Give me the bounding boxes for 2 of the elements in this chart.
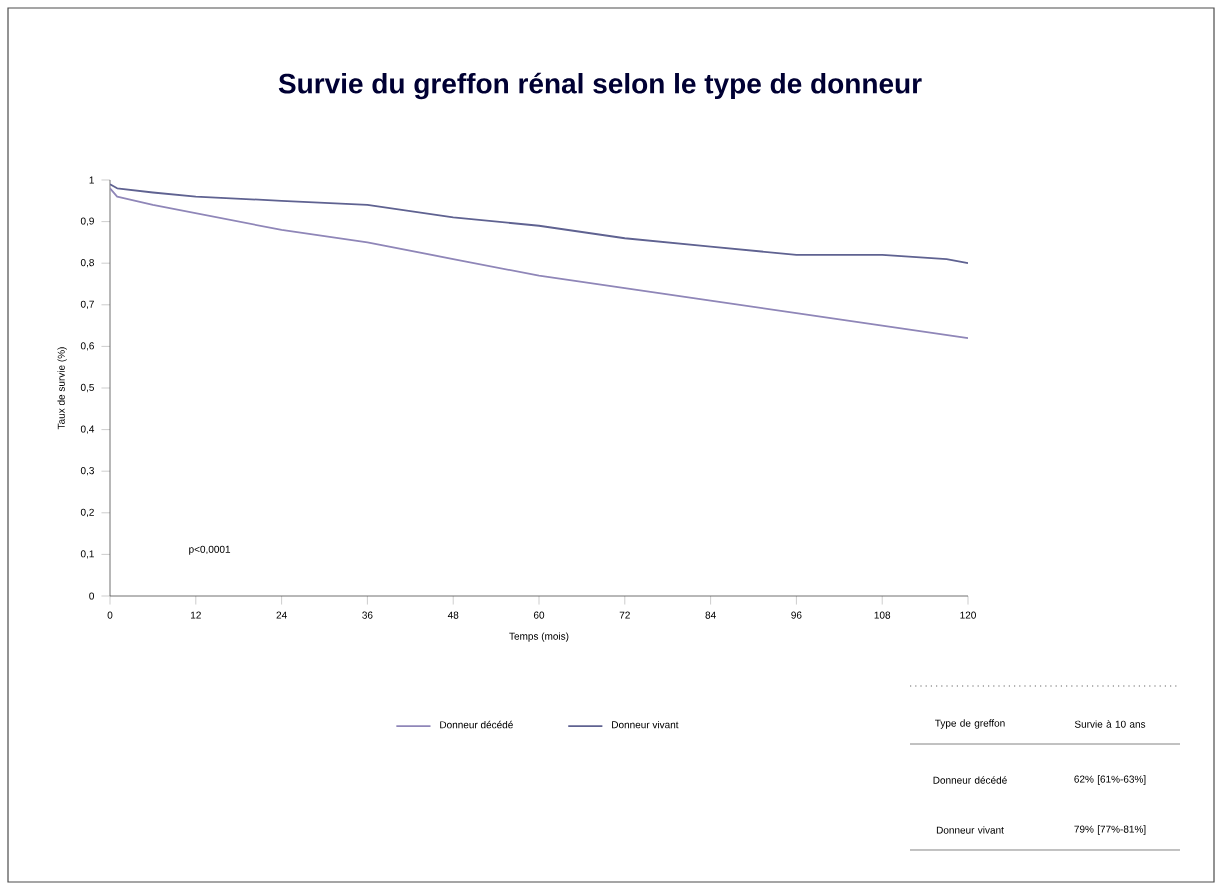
chart-title: Survie du greffon rénal selon le type de donneur — [278, 72, 922, 100]
line-series — [110, 183, 969, 265]
